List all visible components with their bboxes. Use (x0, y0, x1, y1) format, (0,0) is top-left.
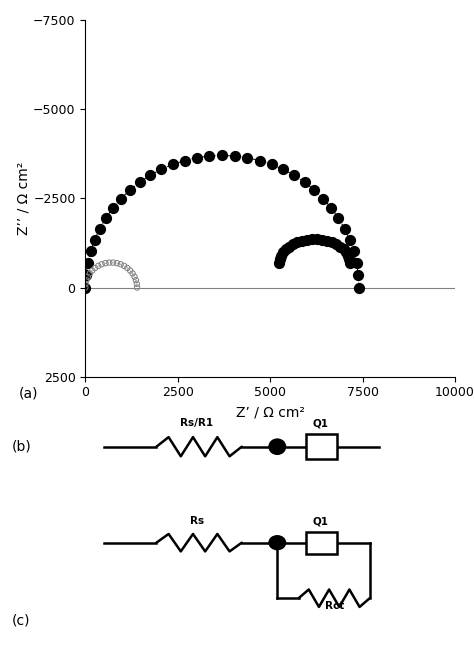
Point (346, 257, 354, 268)
Point (120, 260, 128, 271)
Point (113, 258, 121, 268)
Point (87, 246, 94, 256)
Point (129, 268, 137, 279)
Point (313, 234, 321, 245)
Point (355, 270, 362, 281)
Text: Rct: Rct (325, 602, 344, 611)
Point (276, 254, 283, 264)
Point (117, 193, 125, 204)
Point (282, 244, 289, 254)
Point (341, 223, 348, 234)
Point (106, 257, 113, 268)
Point (340, 244, 347, 254)
Text: Q1: Q1 (313, 418, 329, 428)
Point (146, 170, 154, 180)
Point (310, 184, 318, 195)
Point (169, 159, 176, 170)
Point (109, 257, 117, 268)
Point (342, 247, 350, 258)
Point (131, 272, 138, 282)
Point (96, 223, 103, 234)
X-axis label: Z’ / Ω cm²: Z’ / Ω cm² (236, 405, 305, 419)
Point (333, 239, 340, 250)
Point (291, 170, 298, 180)
Text: (a): (a) (19, 387, 38, 401)
Point (303, 235, 310, 245)
Point (328, 237, 336, 248)
Point (244, 153, 251, 163)
Text: (b): (b) (12, 440, 32, 453)
Point (268, 159, 275, 170)
Point (346, 254, 353, 264)
Point (289, 239, 296, 250)
Point (82, 270, 90, 281)
Point (82, 278, 90, 289)
Point (133, 278, 141, 289)
Ellipse shape (269, 439, 285, 454)
Point (293, 237, 301, 248)
Point (279, 164, 287, 175)
Point (277, 251, 285, 261)
Point (127, 265, 134, 276)
Point (219, 150, 226, 161)
Point (136, 177, 144, 188)
Point (124, 262, 131, 273)
Point (101, 258, 109, 268)
Point (337, 241, 344, 252)
Point (102, 213, 109, 223)
Point (319, 193, 327, 204)
Point (132, 275, 140, 286)
Point (157, 164, 165, 175)
Point (279, 247, 287, 258)
Point (133, 282, 141, 293)
Point (346, 235, 354, 245)
Point (109, 203, 117, 214)
Point (89, 265, 96, 276)
Bar (306, 531, 337, 554)
Point (328, 203, 335, 214)
Point (231, 151, 238, 161)
Point (126, 184, 134, 195)
Point (308, 234, 316, 245)
Point (117, 259, 125, 270)
Point (84, 258, 91, 268)
Point (301, 177, 309, 188)
Point (298, 236, 306, 247)
Point (94, 260, 102, 271)
Ellipse shape (269, 535, 285, 550)
Point (91, 235, 98, 245)
Point (193, 153, 201, 163)
Point (82, 282, 89, 293)
Point (350, 246, 357, 256)
Point (82, 282, 89, 293)
Text: Rs/R1: Rs/R1 (180, 418, 213, 428)
Text: Q1: Q1 (313, 516, 329, 526)
Point (275, 257, 283, 268)
Text: (c): (c) (12, 613, 30, 627)
Point (86, 268, 93, 279)
Point (285, 241, 292, 252)
Point (84, 272, 91, 282)
Point (98, 259, 106, 270)
Point (335, 213, 342, 223)
Point (181, 155, 189, 166)
Bar (306, 434, 337, 459)
Point (353, 258, 360, 268)
Point (91, 262, 99, 273)
Point (319, 235, 326, 245)
Point (324, 236, 331, 247)
Point (82, 275, 90, 286)
Point (344, 251, 352, 261)
Point (355, 282, 363, 293)
Point (206, 151, 213, 161)
Y-axis label: Z’’ / Ω cm²: Z’’ / Ω cm² (16, 162, 30, 235)
Text: Rs: Rs (190, 516, 204, 526)
Point (256, 155, 264, 166)
